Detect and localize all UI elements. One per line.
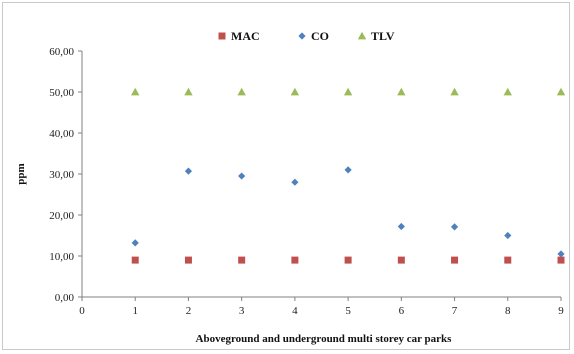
y-tick-label: 40,00 (49, 128, 74, 140)
co-point (131, 239, 139, 247)
y-axis-label: ppm (15, 163, 27, 184)
legend-marker-mac (218, 32, 226, 40)
co-point (344, 166, 352, 174)
legend-item-tlv: TLV (357, 29, 395, 43)
data-points (131, 87, 566, 264)
y-tick-label: 50,00 (49, 87, 74, 99)
mac-point (504, 256, 512, 264)
legend-label-mac: MAC (231, 29, 260, 43)
mac-point (557, 256, 565, 264)
co-point (450, 223, 459, 231)
tlv-point (343, 87, 353, 96)
co-point (397, 222, 405, 231)
y-tick-label: 60,00 (49, 46, 74, 58)
tlv-point (237, 87, 246, 96)
mac-point (344, 256, 352, 264)
mac-point (238, 256, 246, 264)
legend-item-co: CO (298, 29, 329, 43)
legend: MAC CO TLV (218, 29, 395, 43)
co-point (557, 250, 565, 258)
legend-label-co: CO (311, 29, 329, 43)
x-axis-ticks: 0 1 2 3 4 5 6 7 8 9 (79, 297, 564, 317)
legend-marker-tlv (357, 31, 367, 40)
tlv-point (290, 87, 300, 96)
legend-label-tlv: TLV (371, 29, 395, 43)
x-tick-label: 9 (558, 305, 564, 317)
x-tick-label: 1 (132, 305, 138, 317)
y-tick-label: 20,00 (49, 210, 74, 222)
mac-point (397, 256, 405, 264)
x-tick-label: 5 (345, 305, 351, 317)
legend-item-mac: MAC (218, 29, 260, 43)
x-tick-label: 3 (239, 305, 245, 317)
tlv-point (450, 87, 459, 96)
co-point (291, 178, 299, 186)
x-tick-label: 4 (292, 305, 298, 317)
co-point (184, 167, 193, 175)
mac-point (451, 256, 459, 264)
tlv-point (397, 87, 406, 96)
x-tick-label: 6 (399, 305, 405, 317)
y-tick-label: 0,00 (55, 292, 75, 304)
x-tick-label: 2 (186, 305, 192, 317)
tlv-point (556, 87, 566, 96)
tlv-point (184, 87, 193, 96)
mac-point (184, 256, 192, 264)
tlv-point (503, 87, 512, 96)
legend-marker-co (298, 32, 306, 40)
mac-point (291, 256, 299, 264)
x-tick-label: 7 (452, 305, 458, 317)
y-axis-ticks: 0,00 10,00 20,00 30,00 40,00 50,00 60,00 (49, 46, 82, 304)
x-tick-label: 8 (505, 305, 511, 317)
y-tick-label: 10,00 (49, 251, 74, 263)
mac-point (131, 256, 139, 264)
chart-frame (2, 2, 570, 350)
co-point (238, 172, 246, 180)
y-tick-label: 30,00 (49, 169, 74, 181)
x-axis-label: Aboveground and underground multi storey… (196, 333, 453, 345)
x-tick-label: 0 (79, 305, 85, 317)
tlv-point (131, 87, 140, 96)
co-point (504, 231, 512, 240)
